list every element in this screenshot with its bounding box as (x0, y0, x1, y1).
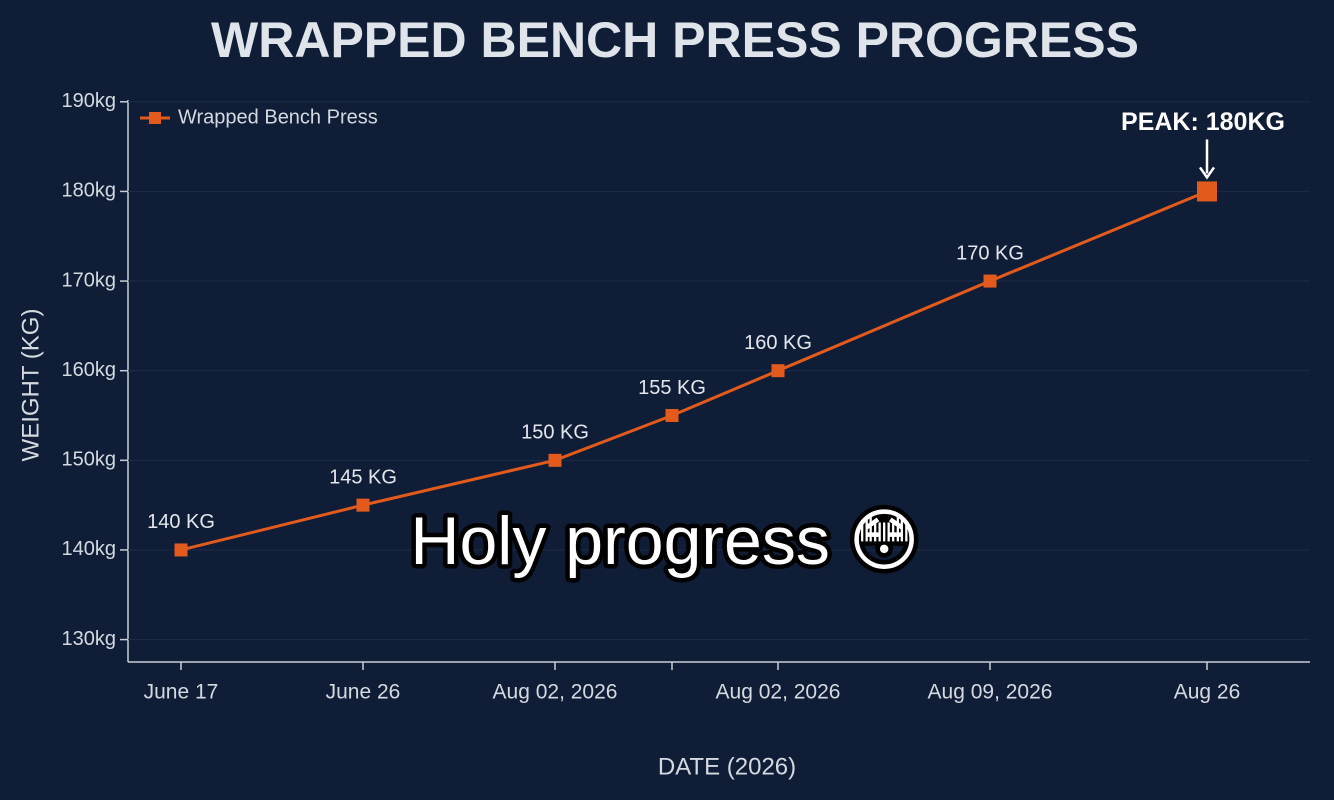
data-label: 145 KG (329, 466, 397, 488)
y-tick-label: 160kg (62, 359, 117, 381)
data-point (983, 274, 997, 288)
annotation-arrowhead (1198, 166, 1216, 180)
y-tick-label: 180kg (62, 180, 117, 202)
data-point (1197, 181, 1217, 202)
y-tick-label: 190kg (62, 90, 117, 112)
y-tick-label: 150kg (62, 449, 117, 471)
data-label: 155 KG (638, 377, 706, 399)
data-point (356, 498, 370, 512)
x-tick-label: Aug 09, 2026 (928, 681, 1053, 704)
data-point (548, 453, 562, 467)
data-label: 170 KG (956, 242, 1024, 264)
data-label: 160 KG (744, 332, 812, 354)
x-tick-label: Aug 02, 2026 (493, 681, 618, 704)
x-tick-label: June 26 (326, 681, 401, 704)
data-point (771, 364, 785, 378)
annotation: PEAK: 180KG (1121, 108, 1285, 136)
y-tick-label: 170kg (62, 269, 117, 291)
y-tick-label: 140kg (62, 538, 117, 560)
legend-label: Wrapped Bench Press (178, 106, 378, 128)
data-point (665, 409, 679, 423)
y-tick-label: 130kg (62, 628, 117, 650)
data-point (174, 543, 188, 557)
x-axis-title: DATE (2026) (658, 753, 796, 780)
data-label: 140 KG (147, 511, 215, 533)
chart-title: WRAPPED BENCH PRESS PROGRESS (211, 12, 1139, 68)
y-axis-title: WEIGHT (KG) (17, 309, 44, 462)
caption: Holy progress 😳 (410, 503, 919, 579)
x-tick-label: June 17 (144, 681, 219, 704)
data-label: 150 KG (521, 422, 589, 444)
x-tick-label: Aug 26 (1174, 681, 1241, 704)
x-tick-label: Aug 02, 2026 (716, 681, 841, 704)
legend-marker (149, 112, 161, 124)
